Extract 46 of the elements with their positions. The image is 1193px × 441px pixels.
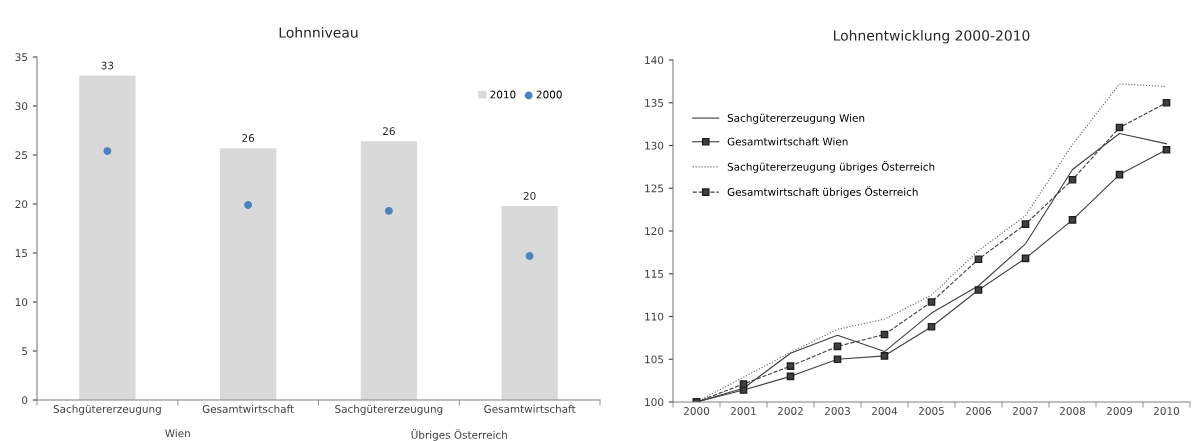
y-tick-label: 5 xyxy=(22,347,28,356)
y-tick-label: 35 xyxy=(15,53,28,62)
x-tick-label: 2007 xyxy=(1013,407,1038,415)
y-tick-label: 120 xyxy=(645,227,664,236)
x-tick-label: 2006 xyxy=(966,407,992,415)
x-tick-label: 2002 xyxy=(778,407,803,415)
x-tick-label: 2009 xyxy=(1107,407,1133,415)
data-label: 20 xyxy=(523,191,536,200)
chart-title: Lohnniveau xyxy=(279,27,358,38)
legend-label: 2000 xyxy=(536,90,562,99)
data-label: 26 xyxy=(383,127,395,136)
y-tick-label: 140 xyxy=(645,56,664,65)
y-tick-label: 10 xyxy=(15,298,28,307)
text: Wien xyxy=(165,429,190,438)
x-tick-label: Sachgütererzeugung xyxy=(53,404,161,415)
y-tick-label: 130 xyxy=(645,141,664,150)
y-tick-label: 125 xyxy=(645,184,664,193)
legend-label: Gesamtwirtschaft übriges Österreich xyxy=(727,186,918,198)
y-tick-label: 135 xyxy=(645,98,664,107)
y-tick-label: 20 xyxy=(15,200,28,209)
data-label: 33 xyxy=(101,61,114,70)
x-tick-label: 2004 xyxy=(872,407,898,415)
y-tick-label: 100 xyxy=(645,398,664,407)
x-tick-label: 2008 xyxy=(1060,407,1086,415)
x-tick-label: Sachgütererzeugung xyxy=(335,404,443,415)
y-tick-label: 30 xyxy=(15,102,28,111)
x-tick-label: 2010 xyxy=(1154,407,1180,415)
x-tick-label: Gesamtwirtschaft xyxy=(202,404,294,413)
y-tick-label: 115 xyxy=(645,270,664,278)
y-tick-label: 15 xyxy=(15,249,28,258)
legend-label: Gesamtwirtschaft Wien xyxy=(727,137,848,146)
legend-label: Sachgütererzeugung übriges Österreich xyxy=(727,161,935,173)
x-tick-label: 2005 xyxy=(919,407,944,415)
y-tick-label: 0 xyxy=(22,396,28,405)
y-tick-label: 110 xyxy=(645,312,664,321)
chart-title: Lohnentwicklung 2000-2010 xyxy=(834,30,1030,44)
y-tick-label: 105 xyxy=(645,355,664,364)
x-tick-label: 2003 xyxy=(825,407,850,415)
x-tick-label: 2001 xyxy=(731,407,756,415)
data-label: 26 xyxy=(242,134,255,142)
x-tick-label: 2000 xyxy=(684,407,710,415)
legend-label: 2010 xyxy=(490,90,516,99)
legend-label: Sachgütererzeugung Wien xyxy=(727,113,865,124)
x-tick-label: Gesamtwirtschaft xyxy=(484,404,576,413)
y-tick-label: 25 xyxy=(15,151,28,160)
text: Übriges Österreich xyxy=(411,429,507,441)
